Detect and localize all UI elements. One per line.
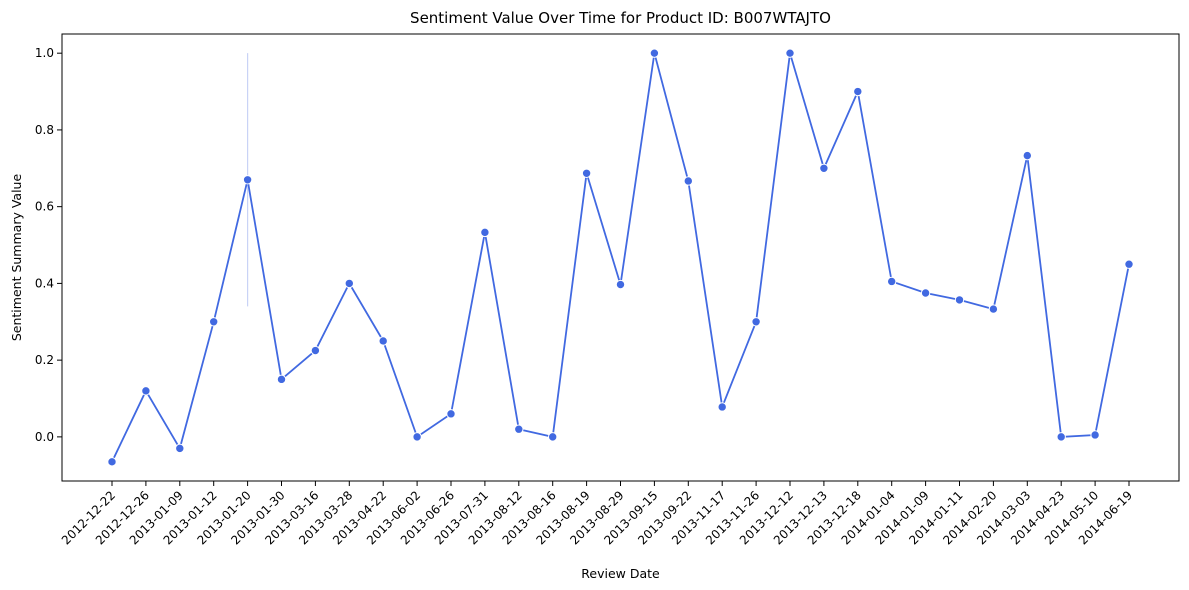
y-axis-ticks: 0.0 0.2 0.4 0.6 0.8 1.0 [35,46,62,444]
data-point [209,317,219,327]
data-point [378,336,388,346]
data-point [412,432,422,442]
data-point [107,457,117,467]
y-tick-label: 0.0 [35,430,54,444]
data-point [1056,432,1066,442]
data-point [310,345,321,356]
data-point [819,163,829,173]
data-point [344,278,354,289]
y-tick-label: 0.8 [35,123,54,137]
data-point [514,424,524,434]
data-point [242,175,253,185]
y-tick-label: 0.6 [35,200,54,214]
data-point [480,227,490,238]
data-point [141,386,151,396]
sentiment-data-points [107,48,1134,467]
chart-title: Sentiment Value Over Time for Product ID… [410,9,831,27]
data-point [548,432,558,442]
data-point [615,279,626,290]
data-point [1090,430,1100,440]
data-point [1124,259,1134,269]
data-point [175,443,185,454]
data-point [988,304,999,314]
data-point [887,276,897,287]
y-tick-label: 0.4 [35,276,54,290]
data-point [683,176,693,186]
data-point [920,288,931,298]
data-point [785,48,795,58]
data-point [954,295,965,305]
data-point [717,402,727,412]
data-point [853,86,863,97]
data-point [649,48,660,58]
x-axis-title: Review Date [581,566,660,581]
sentiment-series-line [111,52,1130,463]
data-point [276,374,287,385]
data-point [1022,150,1033,161]
y-axis-title: Sentiment Summary Value [9,174,24,342]
data-point [581,168,592,178]
y-tick-label: 1.0 [35,46,54,60]
data-point [446,409,456,419]
y-tick-label: 0.2 [35,353,54,367]
data-point [751,317,761,327]
x-axis-ticks: 2012-12-222012-12-262013-01-092013-01-12… [59,481,1135,547]
